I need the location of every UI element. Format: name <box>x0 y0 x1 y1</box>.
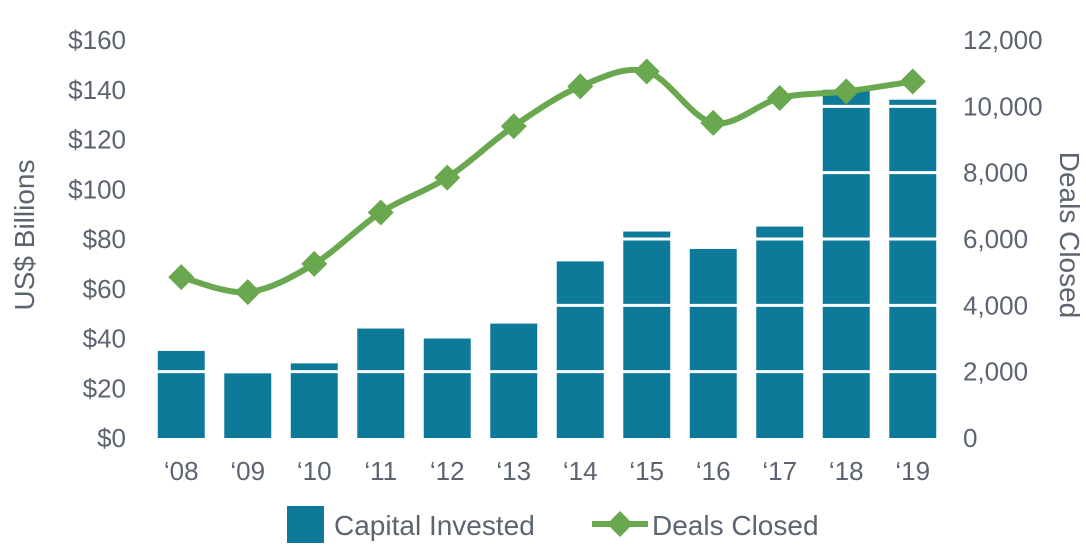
deals-marker-9 <box>700 109 727 136</box>
left-tick-label: $80 <box>83 224 126 254</box>
x-tick-label: ‘15 <box>629 456 664 486</box>
right-axis-ticks: 0 2,000 4,000 6,000 8,000 10,000 12,000 <box>963 25 1043 453</box>
left-tick-label: $100 <box>68 174 126 204</box>
line-series-deals-closed <box>168 58 926 306</box>
x-tick-label: ‘08 <box>164 456 199 486</box>
left-tick-label: $140 <box>68 75 126 105</box>
deals-marker-2 <box>234 279 261 306</box>
x-axis-ticks: ‘08 ‘09 ‘10 ‘11 ‘12 ‘13 ‘14 ‘15 ‘16 ‘17 ‘18 ‘19 <box>164 456 930 486</box>
bar-9 <box>689 248 737 438</box>
bar-series-capital-invested <box>157 89 937 438</box>
deals-marker-12 <box>899 68 926 95</box>
right-tick-label: 10,000 <box>963 91 1043 121</box>
deals-marker-1 <box>168 264 195 291</box>
bar-4 <box>357 328 405 438</box>
bar-7 <box>556 261 604 438</box>
x-tick-label: ‘17 <box>762 456 797 486</box>
right-tick-label: 4,000 <box>963 290 1028 320</box>
deals-marker-5 <box>434 164 461 191</box>
right-tick-label: 2,000 <box>963 357 1028 387</box>
deals-marker-4 <box>367 199 394 226</box>
left-axis-title: US$ Billions <box>9 160 40 311</box>
x-tick-label: ‘16 <box>696 456 731 486</box>
x-tick-label: ‘10 <box>297 456 332 486</box>
bar-5 <box>423 338 471 438</box>
x-tick-label: ‘09 <box>230 456 265 486</box>
right-tick-label: 6,000 <box>963 224 1028 254</box>
left-tick-label: $160 <box>68 25 126 55</box>
bar-11 <box>822 89 870 438</box>
left-tick-label: $60 <box>83 274 126 304</box>
x-tick-label: ‘13 <box>496 456 531 486</box>
bar-1 <box>157 350 205 438</box>
right-tick-label: 8,000 <box>963 158 1028 188</box>
deals-marker-8 <box>633 58 660 85</box>
left-tick-label: $20 <box>83 373 126 403</box>
right-tick-label: 12,000 <box>963 25 1043 55</box>
left-axis-ticks: $0 $20 $40 $60 $80 $100 $120 $140 $160 <box>68 25 126 453</box>
left-tick-label: $0 <box>97 423 126 453</box>
left-tick-label: $40 <box>83 324 126 354</box>
bar-2 <box>224 373 272 438</box>
legend-label-capital-invested: Capital Invested <box>334 510 535 541</box>
deals-marker-7 <box>567 73 594 100</box>
x-tick-label: ‘19 <box>895 456 930 486</box>
x-tick-label: ‘14 <box>563 456 598 486</box>
bar-3 <box>290 363 338 438</box>
deals-marker-10 <box>766 85 793 112</box>
legend-swatch-capital-invested <box>287 506 324 543</box>
bar-8 <box>623 231 671 438</box>
deals-marker-3 <box>301 250 328 277</box>
right-axis-title: Deals Closed <box>1054 152 1085 319</box>
deals-marker-11 <box>833 78 860 105</box>
legend: Capital Invested Deals Closed <box>287 506 819 543</box>
bar-6 <box>490 323 538 438</box>
legend-label-deals-closed: Deals Closed <box>652 510 819 541</box>
right-tick-label: 0 <box>963 423 977 453</box>
x-tick-label: ‘11 <box>364 456 397 486</box>
x-tick-label: ‘18 <box>829 456 864 486</box>
left-tick-label: $120 <box>68 125 126 155</box>
x-tick-label: ‘12 <box>430 456 465 486</box>
deals-marker-6 <box>500 113 527 140</box>
bar-12 <box>889 99 937 438</box>
legend-swatch-deals-closed-marker <box>607 511 633 537</box>
bar-10 <box>756 226 804 438</box>
